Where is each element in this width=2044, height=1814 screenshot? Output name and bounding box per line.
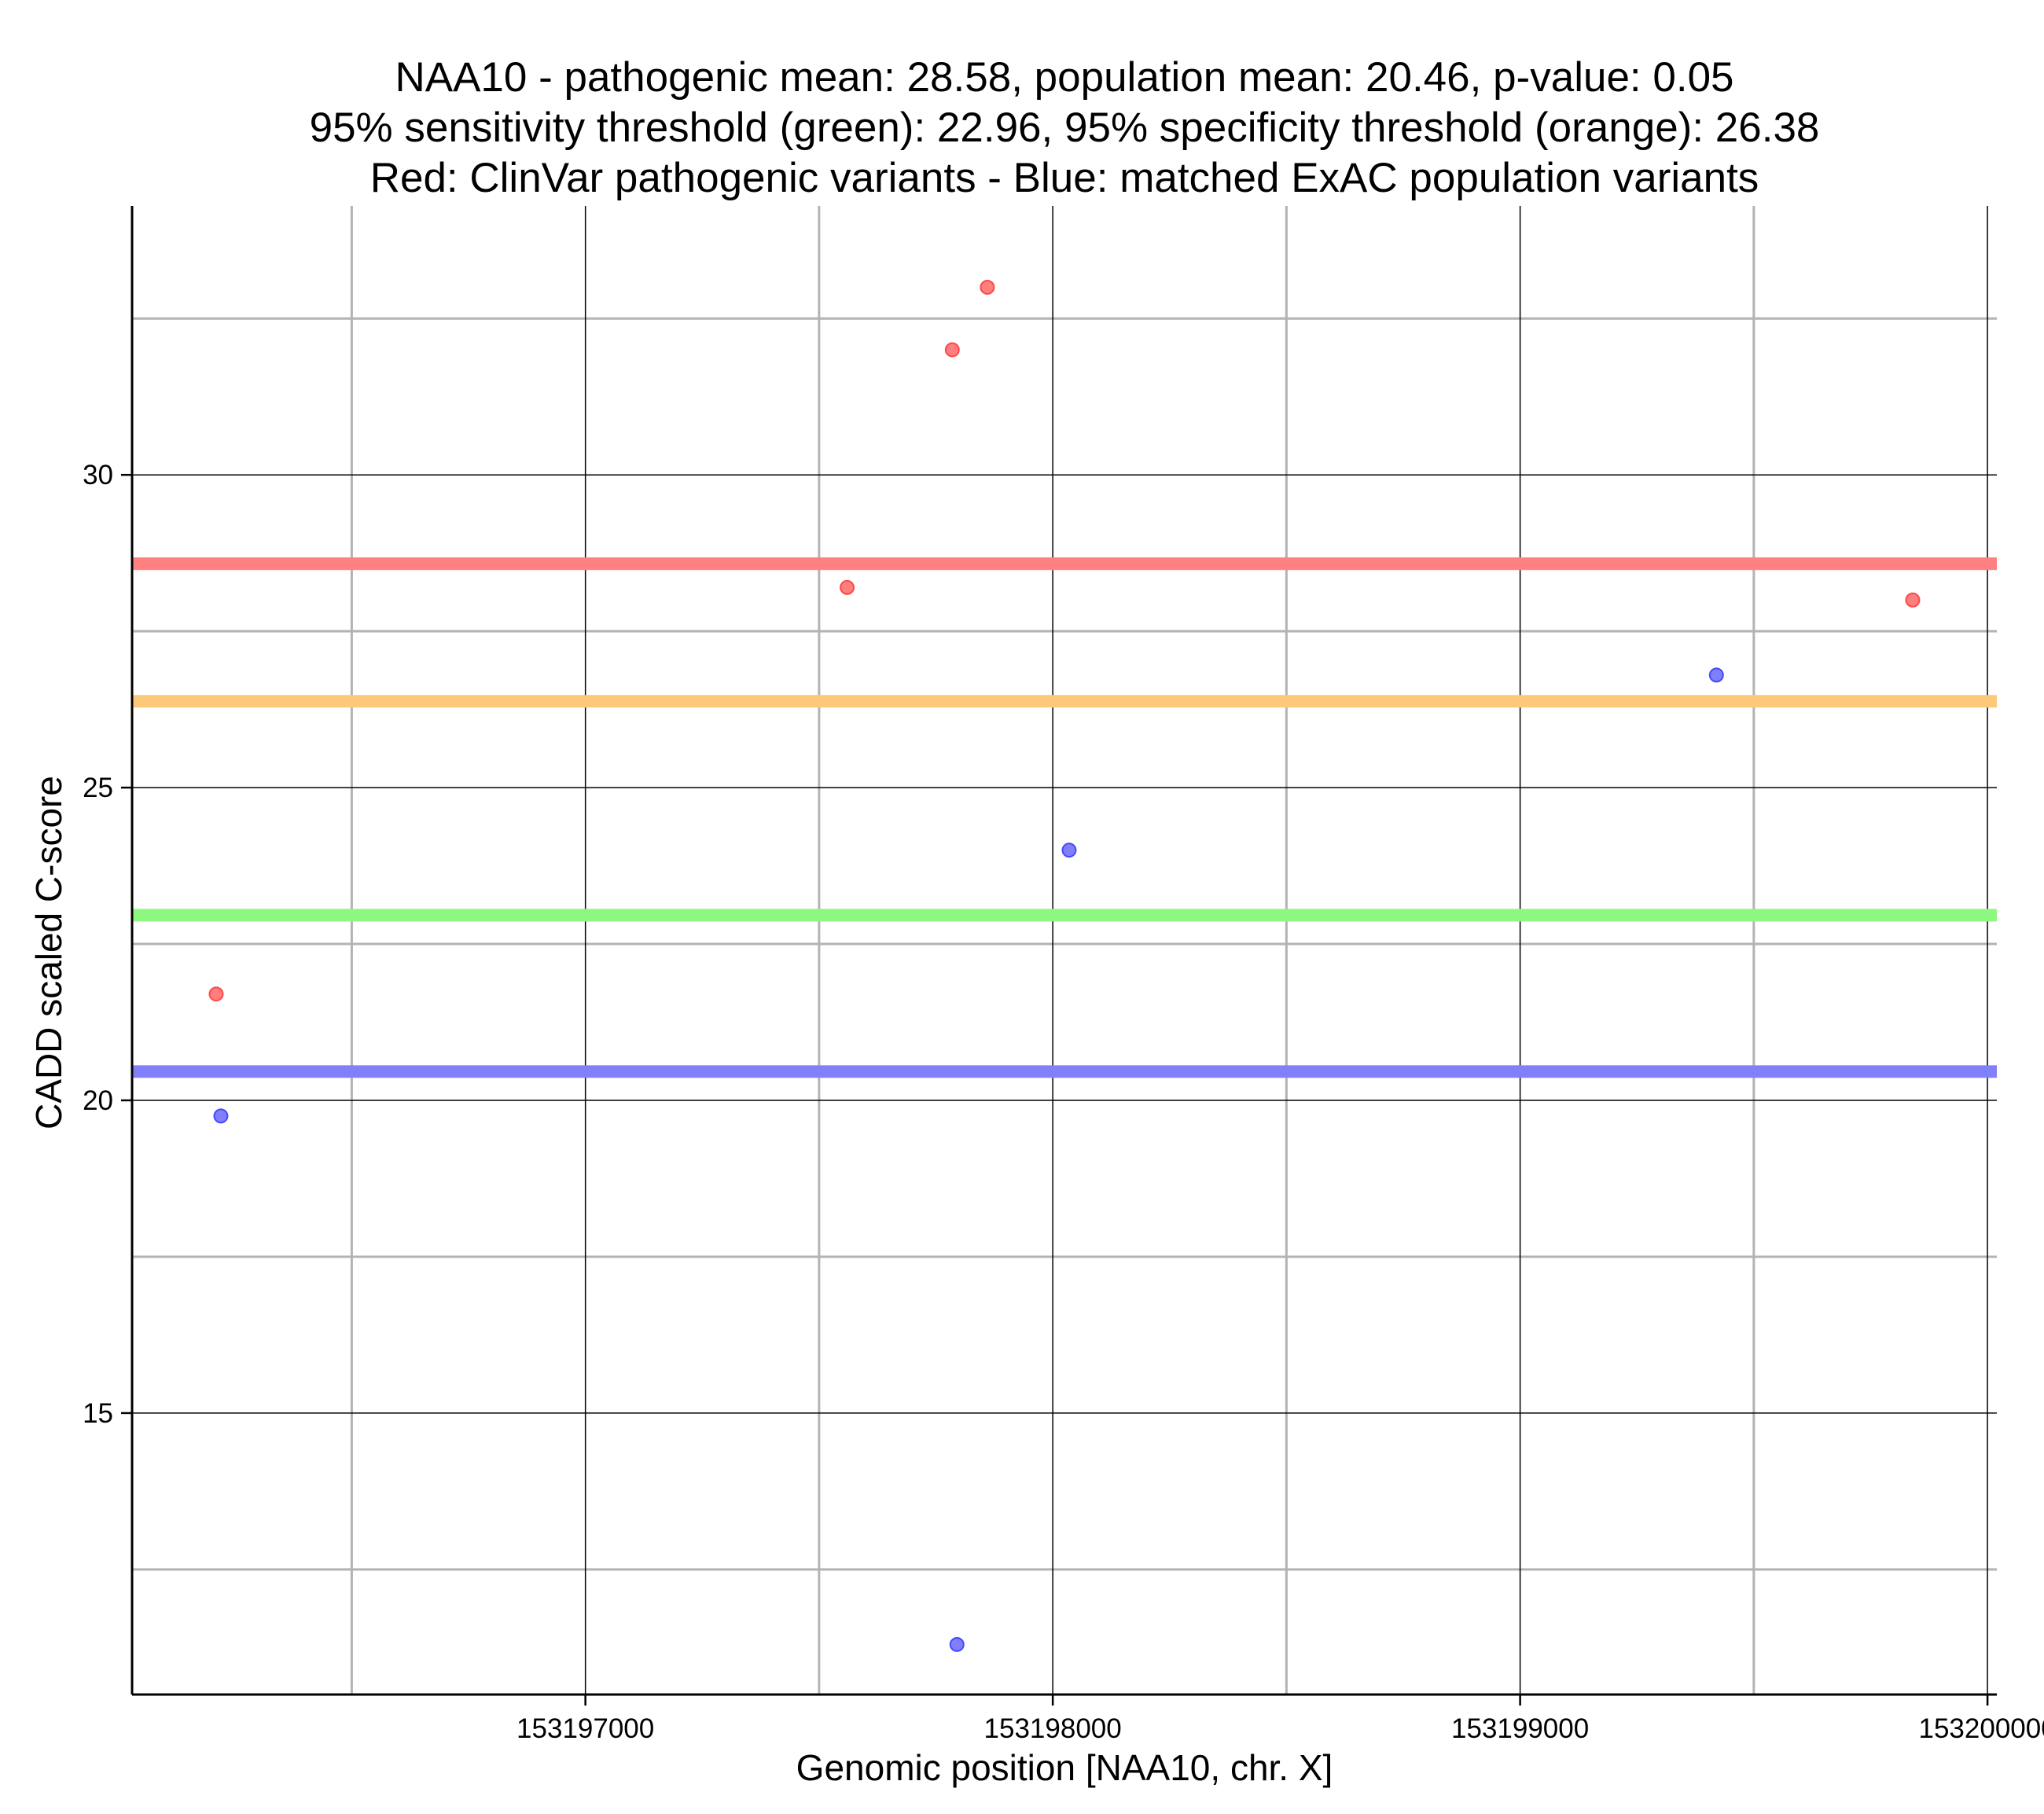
title-line-3: Red: ClinVar pathogenic variants - Blue:…: [370, 155, 1759, 201]
x-tick-label: 153199000: [1451, 1713, 1589, 1744]
y-tick-label: 15: [83, 1398, 113, 1429]
pathogenic-point: [208, 986, 224, 1002]
y-tick-label: 30: [83, 460, 113, 490]
tick-labels: 153197000 153198000 153199000 153200000 15 20…: [83, 460, 2044, 1744]
y-axis-title: CADD scaled C-score: [28, 776, 69, 1129]
x-tick-label: 153197000: [517, 1713, 654, 1744]
pathogenic-point: [980, 279, 995, 295]
population-point: [1061, 843, 1077, 858]
title-line-2: 95% sensitivity threshold (green): 22.96…: [310, 105, 1820, 151]
pathogenic-point: [840, 579, 855, 595]
chart-title: NAA10 - pathogenic mean: 28.58, populati…: [310, 54, 1820, 201]
x-tick-label: 153198000: [984, 1713, 1122, 1744]
title-line-1: NAA10 - pathogenic mean: 28.58, populati…: [395, 54, 1733, 101]
x-axis-title: Genomic position [NAA10, chr. X]: [796, 1747, 1333, 1788]
axes: [121, 206, 1997, 1706]
pathogenic-point: [1905, 592, 1921, 608]
data-points: [208, 279, 1921, 1652]
population-point: [1708, 667, 1724, 683]
reference-lines: [132, 557, 1997, 1078]
pathogenic-point: [944, 342, 960, 358]
population-point: [213, 1108, 229, 1124]
minor-gridlines: [132, 206, 1997, 1695]
population-point: [949, 1636, 965, 1652]
y-tick-label: 25: [83, 773, 113, 803]
y-tick-label: 20: [83, 1085, 113, 1116]
major-gridlines: [132, 206, 1997, 1695]
x-tick-label: 153200000: [1919, 1713, 2044, 1744]
